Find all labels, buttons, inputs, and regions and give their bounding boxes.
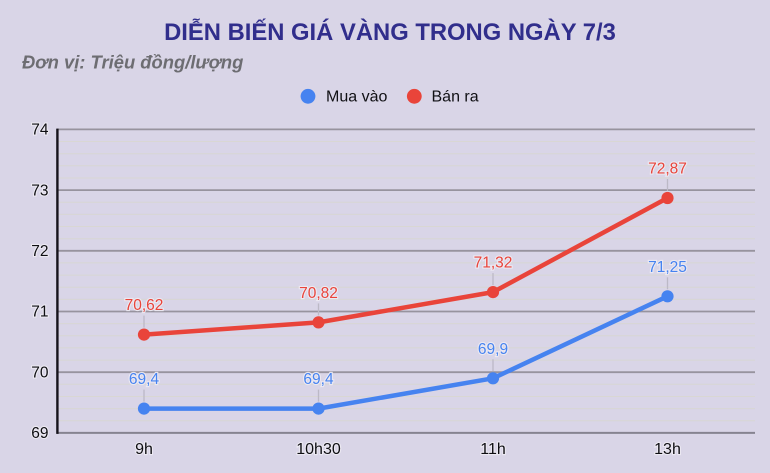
- svg-text:74: 74: [31, 122, 49, 139]
- svg-text:9h: 9h: [135, 441, 153, 458]
- svg-text:69: 69: [31, 425, 48, 442]
- svg-text:10h30: 10h30: [296, 441, 341, 458]
- svg-text:69,4: 69,4: [129, 371, 160, 388]
- svg-text:11h: 11h: [480, 441, 506, 458]
- svg-text:70: 70: [31, 364, 49, 381]
- svg-text:70,62: 70,62: [125, 297, 164, 314]
- svg-text:71,25: 71,25: [648, 259, 687, 276]
- svg-text:DIỄN BIẾN GIÁ VÀNG TRONG NGÀY: DIỄN BIẾN GIÁ VÀNG TRONG NGÀY 7/3: [164, 17, 616, 46]
- svg-text:13h: 13h: [654, 441, 681, 458]
- svg-text:69,4: 69,4: [303, 371, 334, 388]
- svg-text:Đơn vị: Triệu đồng/lượng: Đơn vị: Triệu đồng/lượng: [22, 52, 243, 73]
- svg-text:72,87: 72,87: [648, 161, 687, 178]
- svg-text:70,82: 70,82: [299, 285, 338, 302]
- svg-text:71: 71: [31, 304, 48, 321]
- svg-text:Bán ra: Bán ra: [432, 89, 479, 106]
- svg-text:69,9: 69,9: [478, 341, 508, 358]
- svg-text:71,32: 71,32: [474, 255, 513, 272]
- svg-text:73: 73: [31, 182, 48, 199]
- svg-text:72: 72: [31, 243, 48, 260]
- svg-text:Mua vào: Mua vào: [326, 89, 387, 106]
